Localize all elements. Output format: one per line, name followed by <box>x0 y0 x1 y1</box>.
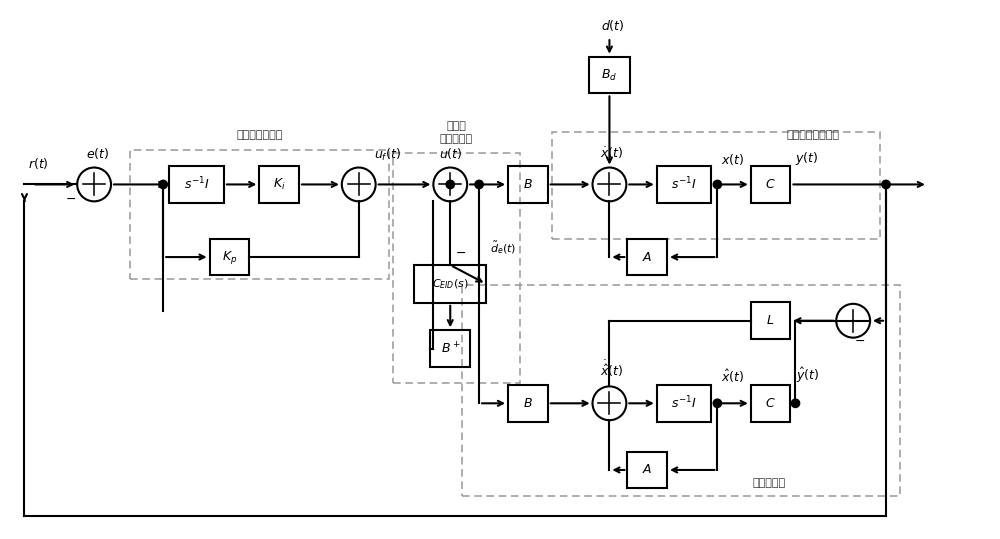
Text: $-$: $-$ <box>455 246 466 259</box>
Text: $u(t)$: $u(t)$ <box>439 146 462 161</box>
Circle shape <box>475 180 483 189</box>
Bar <box>430 330 470 367</box>
Text: $\dot{\hat{x}}(t)$: $\dot{\hat{x}}(t)$ <box>600 359 623 379</box>
Text: $K_i$: $K_i$ <box>273 177 285 192</box>
Bar <box>169 166 224 203</box>
Text: $B^+$: $B^+$ <box>441 341 460 356</box>
Text: 比例积分控制器: 比例积分控制器 <box>236 130 282 140</box>
Text: $s^{-1}I$: $s^{-1}I$ <box>184 176 209 193</box>
Circle shape <box>791 399 800 407</box>
Text: $C$: $C$ <box>765 397 776 410</box>
Text: $\tilde{d}_e(t)$: $\tilde{d}_e(t)$ <box>490 239 516 256</box>
Text: $y(t)$: $y(t)$ <box>795 149 819 167</box>
Bar <box>259 166 299 203</box>
Text: $-$: $-$ <box>65 192 76 205</box>
Text: $A$: $A$ <box>642 464 652 476</box>
Bar <box>751 302 790 339</box>
Text: $d(t)$: $d(t)$ <box>601 18 624 33</box>
Bar <box>751 166 790 203</box>
Bar <box>508 385 548 421</box>
Text: $-$: $-$ <box>854 334 865 347</box>
Circle shape <box>713 399 722 407</box>
Bar <box>462 285 900 496</box>
Text: 状态观测器: 状态观测器 <box>752 478 785 488</box>
Bar <box>552 132 880 239</box>
Text: $x(t)$: $x(t)$ <box>721 151 745 167</box>
Bar <box>130 150 389 279</box>
Text: $B_d$: $B_d$ <box>601 67 618 82</box>
Circle shape <box>159 180 167 189</box>
Bar <box>210 239 249 275</box>
Text: 永磁同步电机模型: 永磁同步电机模型 <box>787 130 840 140</box>
Bar <box>589 57 630 93</box>
Text: $\hat{x}(t)$: $\hat{x}(t)$ <box>721 368 745 385</box>
Bar <box>414 265 486 303</box>
Bar <box>393 153 520 383</box>
Circle shape <box>446 180 454 189</box>
Text: $e(t)$: $e(t)$ <box>86 146 110 161</box>
Text: $u_f(t)$: $u_f(t)$ <box>374 147 401 163</box>
Text: $L$: $L$ <box>766 314 775 327</box>
Text: $r(t)$: $r(t)$ <box>28 156 49 170</box>
Text: $B$: $B$ <box>523 397 533 410</box>
Bar <box>508 166 548 203</box>
Bar <box>627 239 667 275</box>
Text: $K_p$: $K_p$ <box>222 248 237 266</box>
Circle shape <box>882 180 890 189</box>
Text: $s^{-1}I$: $s^{-1}I$ <box>671 395 697 412</box>
Circle shape <box>713 180 722 189</box>
Text: $A$: $A$ <box>642 251 652 264</box>
Text: 内模型
扰动补偿器: 内模型 扰动补偿器 <box>440 121 473 144</box>
Text: $s^{-1}I$: $s^{-1}I$ <box>671 176 697 193</box>
Bar <box>657 166 711 203</box>
Bar <box>751 385 790 421</box>
Text: $\hat{y}(t)$: $\hat{y}(t)$ <box>796 367 820 385</box>
Text: $B$: $B$ <box>523 178 533 191</box>
Text: $C$: $C$ <box>765 178 776 191</box>
Bar <box>627 452 667 488</box>
Text: $\dot{x}(t)$: $\dot{x}(t)$ <box>600 145 623 161</box>
Bar <box>657 385 711 421</box>
Text: $C_{EID}(s)$: $C_{EID}(s)$ <box>432 277 469 291</box>
